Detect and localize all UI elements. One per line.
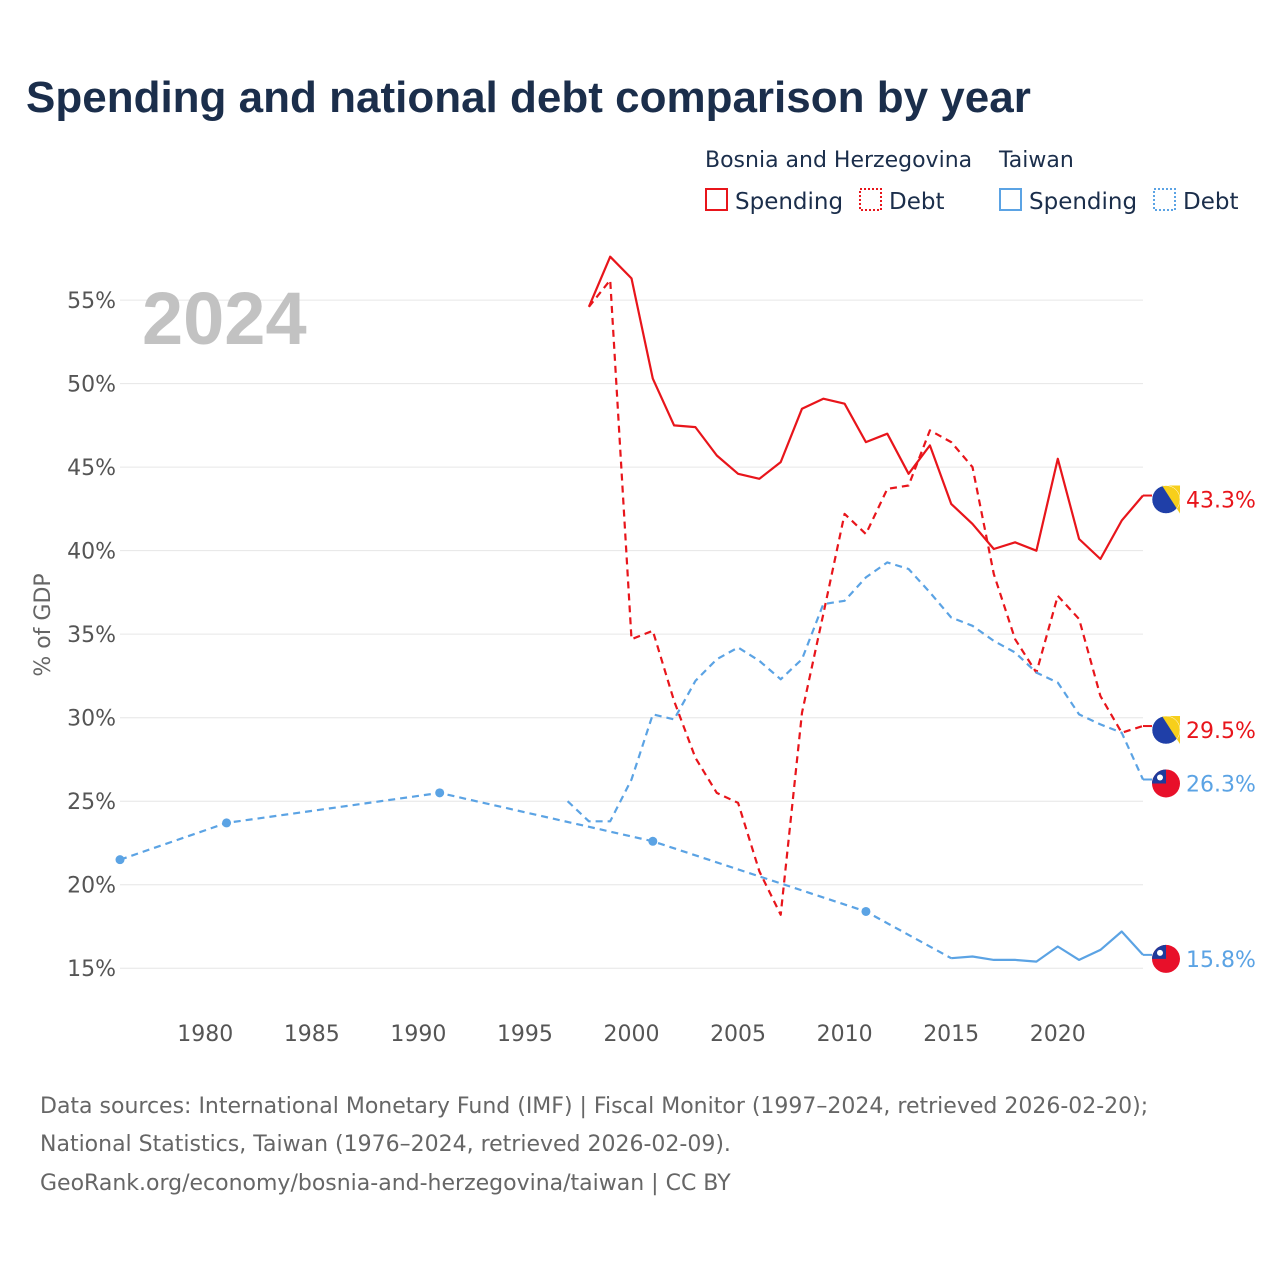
series-markers [115, 788, 871, 916]
x-axis-ticks: 1980 1985 1990 1995 2000 2005 2010 2015 2020 [177, 1022, 1086, 1047]
x-tick-label: 2010 [817, 1022, 873, 1047]
source-line-1: Data sources: International Monetary Fun… [40, 1094, 1148, 1119]
legend: Bosnia and Herzegovina Taiwan Spending D… [705, 148, 1238, 215]
legend-label-bosnia-debt[interactable]: Debt [889, 189, 944, 215]
series-lines [119, 255, 1152, 963]
x-tick-label: 1995 [497, 1022, 553, 1047]
series-line-taiwan-spending-sparse-observations- [119, 791, 952, 960]
x-tick-label: 1980 [177, 1022, 233, 1047]
legend-group-bosnia: Bosnia and Herzegovina [705, 148, 972, 173]
end-label-bosnia-spending: 43.3% [1186, 489, 1256, 514]
x-tick-label: 2005 [710, 1022, 766, 1047]
y-tick-label: 15% [67, 957, 116, 982]
end-label-taiwan-debt: 26.3% [1186, 772, 1256, 797]
y-axis-ticks: 15% 20% 25% 30% 35% 40% 45% 50% 55% [67, 289, 116, 982]
year-watermark: 2024 [142, 277, 307, 360]
x-tick-label: 1985 [284, 1022, 340, 1047]
end-label-bosnia-debt: 29.5% [1186, 719, 1256, 744]
x-tick-label: 2020 [1030, 1022, 1086, 1047]
legend-group-taiwan: Taiwan [998, 148, 1074, 173]
data-point-marker [115, 855, 125, 865]
legend-label-taiwan-debt[interactable]: Debt [1183, 189, 1238, 215]
data-point-marker [435, 788, 445, 798]
series-line-bosnia-and-herzegovina-debt [588, 279, 1144, 916]
x-tick-label: 1990 [390, 1022, 446, 1047]
taiwan-flag-icon [1152, 944, 1180, 973]
y-tick-label: 20% [67, 874, 116, 899]
y-tick-label: 25% [67, 790, 116, 815]
legend-swatch-bosnia-spending[interactable] [705, 188, 728, 211]
legend-label-taiwan-spending[interactable]: Spending [1029, 189, 1137, 215]
data-point-marker [648, 836, 658, 846]
x-tick-label: 2015 [923, 1022, 979, 1047]
legend-swatch-taiwan-spending[interactable] [999, 188, 1022, 211]
series-line-bosnia-and-herzegovina-spending [587, 255, 1144, 561]
series-line-taiwan-spending [951, 930, 1144, 963]
legend-swatch-taiwan-debt[interactable] [1153, 188, 1176, 211]
source-line-2: National Statistics, Taiwan (1976–2024, … [40, 1132, 731, 1157]
source-line-3[interactable]: GeoRank.org/economy/bosnia-and-herzegovi… [40, 1171, 731, 1196]
chart-title: Spending and national debt comparison by… [26, 73, 1031, 122]
y-tick-label: 40% [67, 540, 116, 565]
data-point-marker [861, 906, 871, 916]
source-notes: Data sources: International Monetary Fun… [40, 1094, 1148, 1196]
legend-label-bosnia-spending[interactable]: Spending [735, 189, 843, 215]
series-line-taiwan-debt [566, 561, 1145, 823]
y-tick-label: 45% [67, 456, 116, 481]
y-tick-label: 35% [67, 623, 116, 648]
bosnia-flag-icon [1151, 715, 1181, 745]
legend-swatch-bosnia-debt[interactable] [859, 188, 882, 211]
y-axis-label: % of GDP [31, 573, 56, 676]
y-tick-label: 50% [67, 373, 116, 398]
y-tick-label: 55% [67, 289, 116, 314]
y-tick-label: 30% [67, 707, 116, 732]
x-tick-label: 2000 [604, 1022, 660, 1047]
end-label-taiwan-spending: 15.8% [1186, 948, 1256, 973]
data-point-marker [222, 818, 232, 828]
bosnia-flag-icon [1151, 485, 1181, 514]
taiwan-flag-icon [1152, 769, 1180, 798]
